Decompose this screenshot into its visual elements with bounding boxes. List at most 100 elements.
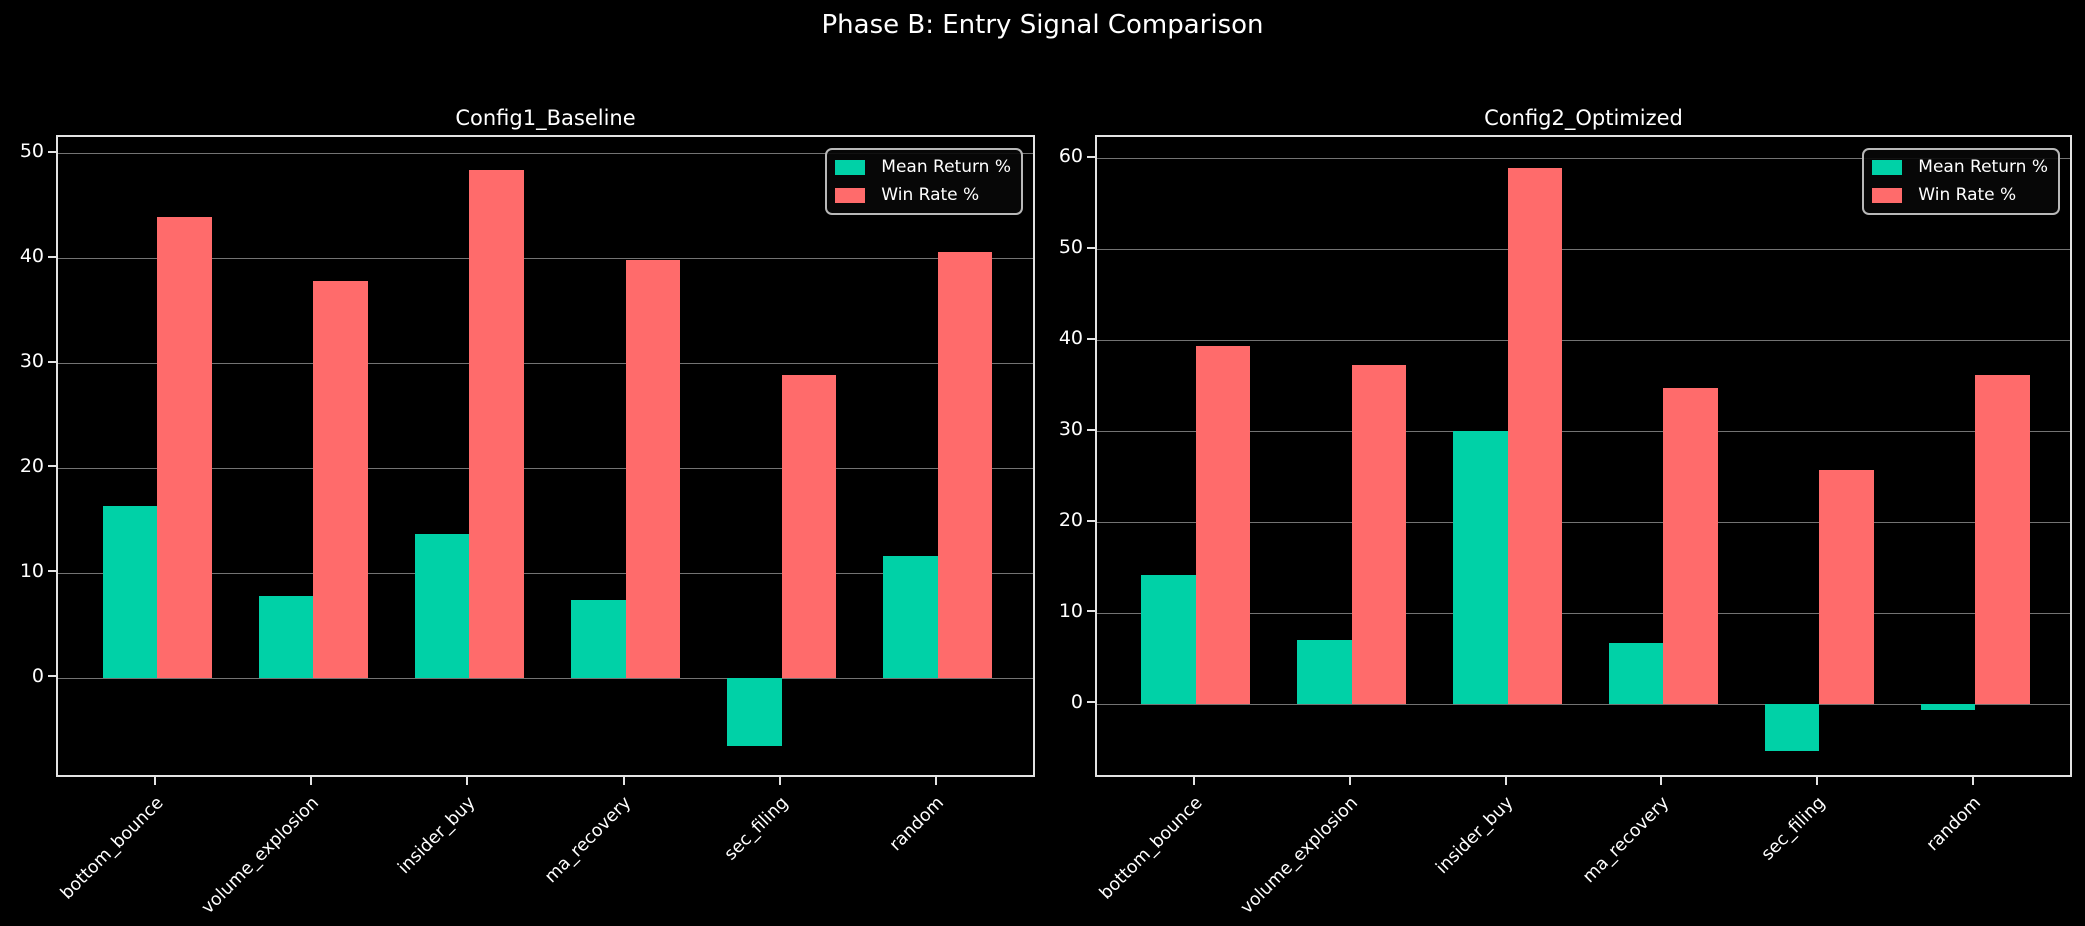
bar-win-rate-random [1975,375,2030,705]
gridline-y10 [1097,612,2070,614]
bar-win-rate-bottom_bounce [1195,346,1251,705]
bar-win-rate-sec_filing [1819,469,1874,705]
y-tick-mark [48,570,56,573]
gridline-y50 [1097,249,2070,251]
bar-mean-return-ma_recovery [570,599,626,679]
y-tick-label: 50 [1058,236,1083,259]
x-tick-mark [310,777,313,785]
y-tick-label: 20 [1058,509,1083,532]
legend-label: Win Rate % [881,185,980,205]
bar-mean-return-random [1920,704,1976,710]
x-tick-label-volume_explosion: volume_explosion [198,793,324,919]
gridline-y50 [58,153,1033,155]
bar-win-rate-ma_recovery [625,259,681,679]
y-tick-label: 40 [19,245,44,268]
gridline-y40 [58,258,1033,260]
x-tick-label-random: random [1923,793,1986,856]
x-tick-mark [778,777,781,785]
x-tick-mark [934,777,937,785]
bar-win-rate-volume_explosion [313,280,368,679]
gridline-y20 [1097,522,2070,524]
y-tick-mark [1087,337,1095,340]
x-tick-mark [1348,777,1351,785]
x-tick-mark [1660,777,1663,785]
bar-mean-return-volume_explosion [258,596,314,679]
x-tick-mark [1816,777,1819,785]
gridline-y0 [1097,703,2070,705]
x-tick-mark [154,777,157,785]
bar-mean-return-insider_buy [1453,430,1508,705]
x-tick-label-ma_recovery: ma_recovery [1579,793,1674,888]
gridline-y30 [58,363,1033,365]
y-tick-mark [48,465,56,468]
y-tick-label: 50 [19,140,44,163]
x-tick-label-insider_buy: insider_buy [394,793,480,879]
y-tick-label: 10 [19,559,44,582]
chart-title-config2-optimized: Config2_Optimized [1484,106,1683,130]
y-tick-label: 60 [1058,145,1083,168]
legend-swatch-icon [1872,160,1903,175]
bar-win-rate-bottom_bounce [157,216,212,679]
bar-win-rate-random [937,252,993,679]
y-tick-label: 20 [19,454,44,477]
bar-win-rate-volume_explosion [1351,365,1407,705]
bar-win-rate-insider_buy [469,169,525,679]
y-tick-label: 40 [1058,327,1083,350]
legend: Mean Return % Win Rate % [825,148,1023,215]
bar-mean-return-random [883,555,938,679]
legend-label: Mean Return % [1918,157,2048,177]
y-tick-mark [1087,519,1095,522]
bar-mean-return-bottom_bounce [1141,575,1196,705]
x-tick-label-random: random [885,793,948,856]
bar-mean-return-bottom_bounce [102,506,158,679]
x-tick-label-bottom_bounce: bottom_bounce [1095,793,1207,904]
y-tick-mark [1087,610,1095,613]
x-tick-label-volume_explosion: volume_explosion [1236,793,1362,919]
x-tick-label-ma_recovery: ma_recovery [541,793,636,888]
y-tick-label: 10 [1058,599,1083,622]
legend-swatch-icon [835,188,866,203]
x-tick-mark [466,777,469,785]
bar-mean-return-ma_recovery [1608,642,1664,705]
legend-swatch-icon [835,160,866,175]
y-tick-mark [1087,246,1095,249]
y-tick-mark [1087,155,1095,158]
gridline-y60 [1097,158,2070,160]
x-tick-mark [1192,777,1195,785]
legend-item-mean-return: Mean Return % [835,158,1011,177]
x-tick-mark [622,777,625,785]
y-tick-mark [48,255,56,258]
gridline-y0 [58,677,1033,679]
legend-swatch-icon [1872,188,1903,203]
y-tick-label: 30 [19,350,44,373]
legend-label: Win Rate % [1918,185,2017,205]
y-tick-mark [1087,701,1095,704]
chart-title-config1-baseline: Config1_Baseline [455,106,636,130]
legend: Mean Return % Win Rate % [1862,148,2060,215]
legend-item-win-rate: Win Rate % [1872,186,2048,205]
x-tick-mark [1504,777,1507,785]
x-tick-label-bottom_bounce: bottom_bounce [56,793,168,904]
gridline-y20 [58,467,1033,469]
y-tick-mark [48,150,56,153]
gridline-y30 [1097,431,2070,433]
y-tick-mark [48,360,56,363]
gridline-y40 [1097,340,2070,342]
y-tick-label: 0 [1070,690,1083,713]
y-tick-mark [1087,428,1095,431]
y-tick-label: 0 [31,664,44,687]
x-tick-label-sec_filing: sec_filing [1757,793,1830,865]
bar-win-rate-sec_filing [781,375,837,679]
y-tick-label: 30 [1058,418,1083,441]
legend-label: Mean Return % [881,157,1011,177]
gridline-y10 [58,572,1033,574]
bar-mean-return-sec_filing [727,678,782,747]
legend-item-mean-return: Mean Return % [1872,158,2048,177]
legend-item-win-rate: Win Rate % [835,186,1011,205]
y-tick-mark [48,675,56,678]
x-tick-label-insider_buy: insider_buy [1432,793,1518,879]
x-tick-mark [1972,777,1975,785]
bar-win-rate-insider_buy [1507,167,1563,705]
bar-mean-return-insider_buy [414,533,470,679]
